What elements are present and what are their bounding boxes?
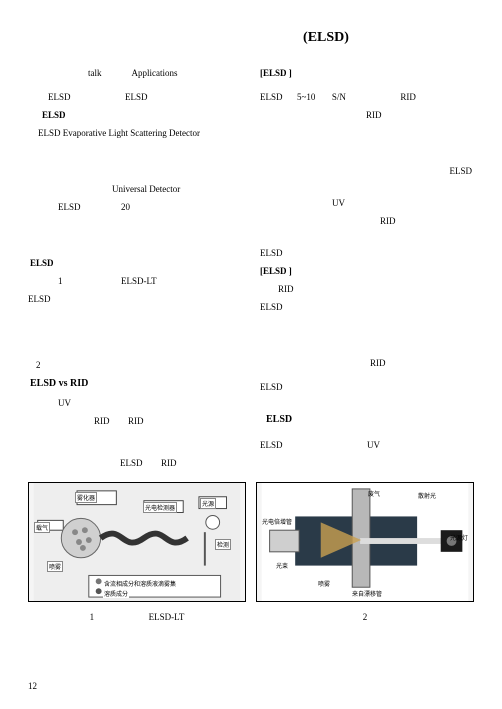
diagram-label: 来自漂移管 (351, 589, 383, 598)
text-line: RID (260, 354, 474, 372)
text-line: ELSD (260, 298, 474, 316)
diagram-label: 检测 (215, 539, 231, 550)
text-line: RID (260, 280, 474, 298)
text-line: ELSD 20 (28, 198, 242, 216)
heading: [ELSD ] (260, 262, 474, 280)
text-line: UV (28, 394, 242, 412)
text-line: ELSD Evaporative Light Scattering Detect… (28, 124, 242, 142)
diagram-label: 含流相成分和溶质液滴雾集 (103, 579, 177, 588)
caption-num: 2 (363, 612, 368, 622)
word: ELSD (120, 458, 143, 468)
left-column: talk Applications ELSD ELSD ELSD ELSD Ev… (28, 64, 242, 472)
word: RID (400, 92, 416, 102)
text-line: ELSD 5~10 S/N RID (260, 88, 474, 106)
text-line: ELSD (28, 290, 242, 308)
text-line: talk Applications (28, 64, 242, 82)
caption-num: 1 (90, 612, 95, 622)
text-line: ELSD RID (28, 454, 242, 472)
heading: [ELSD ] (260, 64, 474, 82)
word: 1 (58, 276, 63, 286)
figure-row: 雾化器 载气 喷雾 光电检测器 光源 检测 含流相成分和溶质液滴雾集 溶质成分 … (28, 482, 474, 622)
word: ELSD (260, 92, 283, 102)
text-line: ELSD UV (260, 436, 474, 454)
figure-1-image: 雾化器 载气 喷雾 光电检测器 光源 检测 含流相成分和溶质液滴雾集 溶质成分 (28, 482, 246, 602)
word: RID (128, 416, 144, 426)
diagram-label: 光电倍增管 (261, 517, 293, 526)
right-column: [ELSD ] ELSD 5~10 S/N RID RID ELSD UV RI… (260, 64, 474, 472)
word: talk (88, 68, 102, 78)
text-line: 1 ELSD-LT (28, 272, 242, 290)
page-number: 12 (28, 681, 37, 691)
figure-2-caption: 2 (256, 612, 474, 622)
word: UV (367, 440, 380, 450)
heading: ELSD vs RID (28, 374, 242, 394)
word: ELSD (48, 92, 71, 102)
word: Applications (132, 68, 178, 78)
figure-2: 废气 散射光 光电倍增管 光源灯 光束 喷雾 来自漂移管 2 (256, 482, 474, 622)
heading: ELSD (260, 410, 474, 430)
text-line: ELSD ELSD (28, 88, 242, 106)
heading: ELSD (28, 106, 242, 124)
diagram-label: 废气 (367, 489, 381, 498)
diagram-label: 散射光 (417, 491, 437, 500)
text-line: 2 (28, 356, 242, 374)
text-line: UV (260, 194, 474, 212)
word: ELSD (260, 440, 283, 450)
text-line: ELSD (260, 162, 474, 180)
word: 5~10 (297, 92, 315, 102)
diagram-label: 光源 (200, 498, 216, 509)
diagram-label: 喷雾 (47, 561, 63, 572)
diagram-label: 喷雾 (317, 579, 331, 588)
figure-1-caption: 1 ELSD-LT (28, 612, 246, 622)
diagram-label: 溶质成分 (103, 589, 129, 598)
text-line: RID (260, 212, 474, 230)
word: ELSD (125, 92, 148, 102)
caption-text: ELSD-LT (149, 612, 185, 622)
word: RID (94, 416, 110, 426)
text-line: ELSD (260, 244, 474, 262)
figure-1: 雾化器 载气 喷雾 光电检测器 光源 检测 含流相成分和溶质液滴雾集 溶质成分 … (28, 482, 246, 622)
diagram-label: 载气 (34, 522, 50, 533)
word: S/N (332, 92, 346, 102)
text-line: RID (260, 106, 474, 124)
word: ELSD-LT (121, 276, 157, 286)
diagram-label: 雾化器 (75, 492, 97, 503)
word: ELSD (58, 202, 81, 212)
word: RID (161, 458, 177, 468)
heading: ELSD (28, 254, 242, 272)
figure-2-image: 废气 散射光 光电倍增管 光源灯 光束 喷雾 来自漂移管 (256, 482, 474, 602)
page-title: (ELSD) (28, 30, 474, 46)
text-line: RID RID (28, 412, 242, 430)
text-line: ELSD (260, 378, 474, 396)
two-column-body: talk Applications ELSD ELSD ELSD ELSD Ev… (28, 64, 474, 472)
text-line: Universal Detector (28, 180, 242, 198)
word: 20 (121, 202, 130, 212)
diagram-svg (257, 483, 473, 601)
diagram-label: 光束 (275, 561, 289, 570)
diagram-label: 光源灯 (449, 533, 469, 542)
diagram-label: 光电检测器 (143, 502, 177, 513)
